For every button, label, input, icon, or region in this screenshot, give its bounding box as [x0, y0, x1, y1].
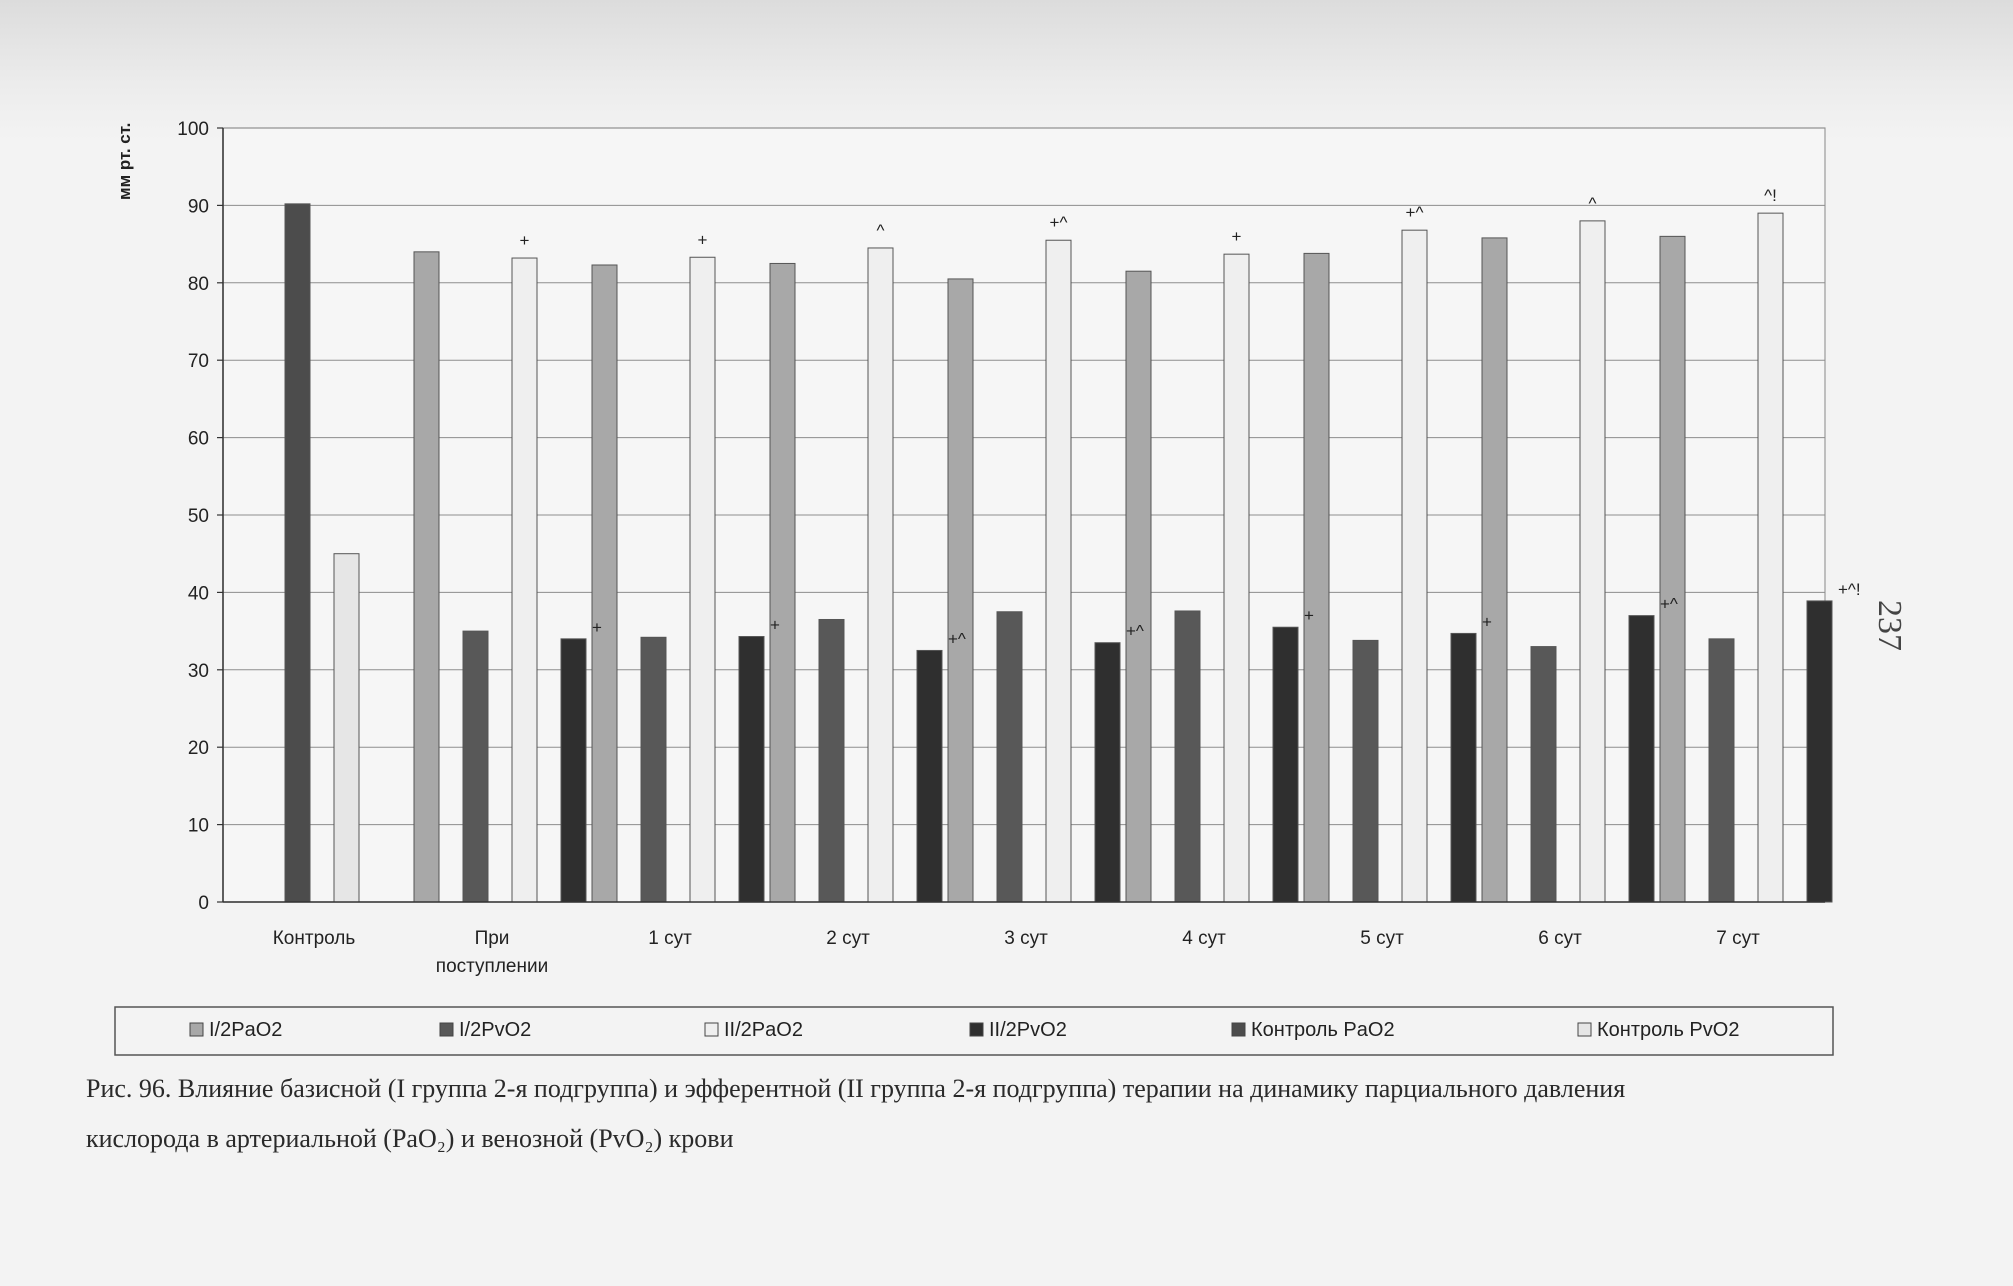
bar	[1659, 235, 1686, 903]
bar	[818, 618, 845, 903]
legend-label: Контроль PvO2	[1597, 1019, 1739, 1041]
bar	[1530, 646, 1557, 903]
y-tick-label: 80	[188, 274, 209, 295]
significance-marker: +	[1232, 227, 1242, 246]
bar	[867, 247, 894, 903]
legend-frame	[114, 1006, 1834, 1056]
bar	[333, 553, 360, 903]
bar	[1272, 626, 1299, 903]
bar	[916, 649, 943, 903]
bar	[769, 262, 796, 903]
significance-markers: ++++^+^+^+^+++^+^+^^!+^!	[520, 186, 1861, 648]
y-tick-label: 60	[188, 429, 209, 450]
x-tick-label: 2 сут	[826, 928, 870, 949]
y-tick-label: 30	[188, 661, 209, 682]
legend-swatch	[439, 1022, 454, 1037]
legend-label: I/2PaO2	[209, 1019, 282, 1041]
bar	[689, 256, 716, 903]
significance-marker: +	[520, 231, 530, 250]
legend-swatch	[189, 1022, 204, 1037]
significance-marker: +	[592, 618, 602, 637]
bar	[640, 636, 667, 903]
figure-caption: Рис. 96. Влияние базисной (I группа 2-я …	[86, 1064, 1876, 1164]
bar	[947, 278, 974, 903]
legend-swatch	[1577, 1022, 1592, 1037]
bar	[1174, 610, 1201, 903]
x-tick-labels: Контроль При поступлении 1 сут 2 сут 3 сут 4 с…	[273, 928, 1760, 977]
bar	[996, 611, 1023, 903]
grid-lines	[222, 127, 1826, 903]
significance-marker: ^	[1589, 194, 1597, 213]
bar	[1579, 220, 1606, 903]
bar	[1223, 253, 1250, 903]
bar	[738, 636, 765, 903]
bar	[1757, 212, 1784, 903]
bar	[1806, 600, 1833, 903]
bar	[284, 203, 311, 903]
page-number: 237	[1871, 600, 1908, 651]
y-tick-label: 20	[188, 738, 209, 759]
legend-swatch	[969, 1022, 984, 1037]
significance-marker: +^	[1050, 213, 1068, 232]
bar	[1125, 270, 1152, 903]
axes: 0 10 20 30 40 50 60 70 80 90 100	[177, 119, 1825, 914]
legend: I/2PaO2 I/2PvO2 II/2PaO2 II/2PvO2 Контроль P…	[114, 1006, 1834, 1056]
legend-label: II/2PaO2	[724, 1019, 803, 1041]
x-tick-label: 6 сут	[1538, 928, 1582, 949]
bar	[413, 251, 440, 903]
y-tick-label: 10	[188, 816, 209, 837]
significance-marker: +^!	[1838, 580, 1861, 599]
x-tick-label: 5 сут	[1360, 928, 1404, 949]
caption-line-2: кислорода в артериальной (PaO₂) и венозн…	[86, 1124, 734, 1153]
significance-marker: +	[698, 230, 708, 249]
legend-swatch	[1231, 1022, 1246, 1037]
y-tick-label: 100	[177, 119, 209, 140]
y-axis-label: мм рт. ст.	[115, 123, 134, 200]
x-tick-label: 3 сут	[1004, 928, 1048, 949]
bar	[1708, 638, 1735, 903]
bar	[1352, 639, 1379, 903]
significance-marker: +^	[948, 629, 966, 648]
significance-marker: +	[770, 616, 780, 635]
legend-swatch	[704, 1022, 719, 1037]
y-tick-label: 70	[188, 351, 209, 372]
bar	[511, 257, 538, 903]
x-tick-label: 7 сут	[1716, 928, 1760, 949]
bar	[1045, 239, 1072, 903]
bar	[1094, 642, 1121, 903]
bar	[1628, 615, 1655, 903]
significance-marker: +^	[1660, 595, 1678, 614]
legend-label: I/2PvO2	[459, 1019, 531, 1041]
bar	[1401, 229, 1428, 903]
bar	[591, 264, 618, 903]
y-tick-label: 0	[198, 893, 209, 914]
legend-label: Контроль PaO2	[1251, 1019, 1395, 1041]
x-tick-label: При	[475, 928, 510, 949]
significance-marker: ^	[877, 221, 885, 240]
bar	[1303, 252, 1330, 903]
legend-label: II/2PvO2	[989, 1019, 1067, 1041]
scan-shadow	[0, 0, 2013, 140]
significance-marker: ^!	[1764, 186, 1777, 205]
y-tick-label: 40	[188, 583, 209, 604]
caption-line-1: Рис. 96. Влияние базисной (I группа 2-я …	[86, 1074, 1626, 1103]
bars	[284, 203, 1833, 903]
significance-marker: +	[1304, 606, 1314, 625]
significance-marker: +	[1482, 612, 1492, 631]
significance-marker: +^	[1126, 622, 1144, 641]
bar	[560, 638, 587, 903]
y-tick-label: 50	[188, 506, 209, 527]
x-tick-label: поступлении	[436, 956, 548, 977]
bar	[462, 630, 489, 903]
x-tick-label: 4 сут	[1182, 928, 1226, 949]
y-tick-label: 90	[188, 196, 209, 217]
significance-marker: +^	[1406, 203, 1424, 222]
x-tick-label: Контроль	[273, 928, 356, 949]
bar	[1481, 237, 1508, 903]
bar	[1450, 632, 1477, 903]
x-tick-label: 1 сут	[648, 928, 692, 949]
